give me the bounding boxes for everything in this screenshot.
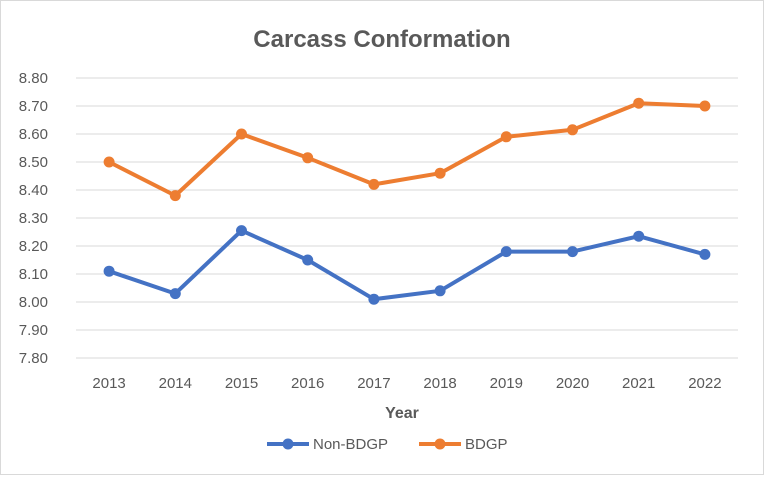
data-point-non-bdgp-2021 (633, 230, 645, 242)
x-tick-label-2019: 2019 (490, 375, 523, 392)
legend-swatch-marker (282, 438, 294, 450)
series-layer (103, 97, 711, 305)
y-tick-label-8.60: 8.60 (19, 126, 48, 143)
data-point-non-bdgp-2019 (500, 246, 512, 258)
x-tick-label-2020: 2020 (556, 375, 589, 392)
x-tick-label-2022: 2022 (688, 375, 721, 392)
data-point-bdgp-2018 (434, 167, 446, 179)
legend-swatch-marker (434, 438, 446, 450)
data-point-non-bdgp-2014 (169, 288, 181, 300)
data-point-non-bdgp-2016 (302, 254, 314, 266)
legend: Non-BDGP BDGP (267, 436, 508, 453)
series-line-non-bdgp (107, 228, 707, 302)
series-line-bdgp (107, 101, 707, 198)
x-tick-label-2013: 2013 (92, 375, 125, 392)
data-point-bdgp-2021 (633, 97, 645, 109)
chart-title: Carcass Conformation (253, 26, 510, 53)
x-tick-label-2014: 2014 (159, 375, 192, 392)
data-point-bdgp-2017 (368, 178, 380, 190)
series-bdgp (103, 97, 711, 202)
y-tick-label-8.30: 8.30 (19, 210, 48, 227)
x-tick-label-2015: 2015 (225, 375, 258, 392)
data-point-bdgp-2015 (236, 128, 247, 140)
y-tick-label-8.80: 8.80 (19, 70, 48, 87)
gridlines (76, 77, 738, 359)
data-point-non-bdgp-2018 (434, 285, 446, 297)
y-tick-label-8.40: 8.40 (19, 182, 48, 199)
x-tick-label-2016: 2016 (291, 375, 324, 392)
data-point-non-bdgp-2020 (567, 246, 578, 258)
y-tick-label-8.20: 8.20 (19, 238, 48, 255)
data-point-non-bdgp-2022 (699, 248, 711, 260)
data-point-bdgp-2022 (699, 100, 711, 112)
data-point-bdgp-2019 (500, 131, 512, 143)
legend-label-non-bdgp: Non-BDGP (313, 436, 388, 453)
data-point-bdgp-2016 (302, 152, 314, 164)
y-tick-label-7.80: 7.80 (19, 350, 48, 367)
legend-item-non-bdgp: Non-BDGP (267, 436, 388, 453)
x-axis-tick-labels: 2013 2014 2015 2016 2017 2018 2019 2020 2021 2022 (92, 375, 721, 392)
y-tick-label-8.10: 8.10 (19, 266, 48, 283)
x-tick-label-2021: 2021 (622, 375, 655, 392)
data-point-non-bdgp-2015 (236, 225, 247, 237)
data-point-bdgp-2014 (169, 190, 181, 202)
x-tick-label-2017: 2017 (357, 375, 390, 392)
legend-label-bdgp: BDGP (465, 436, 508, 453)
data-point-non-bdgp-2017 (368, 293, 380, 305)
data-point-non-bdgp-2013 (103, 265, 115, 277)
y-tick-label-8.50: 8.50 (19, 154, 48, 171)
y-tick-label-8.70: 8.70 (19, 98, 48, 115)
y-axis-tick-labels: 7.80 7.90 8.00 8.10 8.20 8.30 8.40 8.50 8.60 8.70… (19, 70, 48, 367)
x-tick-label-2018: 2018 (423, 375, 456, 392)
data-point-bdgp-2020 (567, 124, 578, 136)
series-non-bdgp (103, 225, 711, 305)
y-tick-label-7.90: 7.90 (19, 322, 48, 339)
legend-item-bdgp: BDGP (419, 436, 508, 453)
y-tick-label-8.00: 8.00 (19, 294, 48, 311)
data-point-bdgp-2013 (103, 156, 115, 168)
x-axis-title: Year (385, 405, 419, 422)
